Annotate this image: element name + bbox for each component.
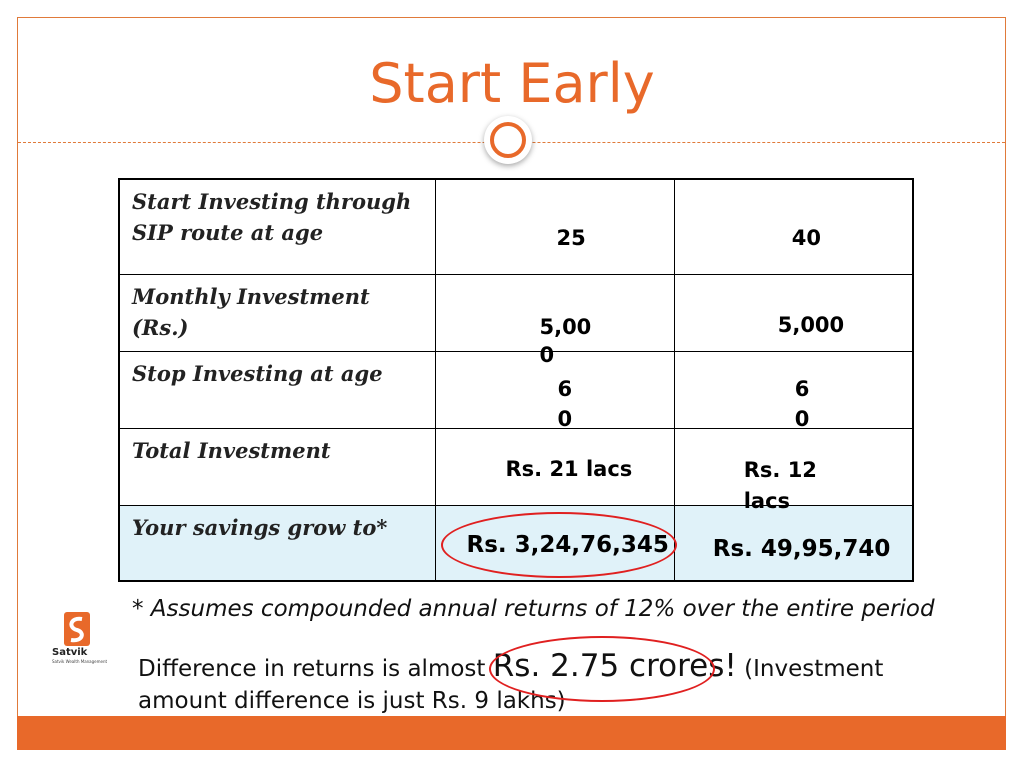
row-value: Rs. 12 lacs: [743, 458, 817, 513]
row-value: Rs. 21 lacs: [505, 457, 633, 481]
logo-tagline: Satvik Wealth Management: [52, 659, 108, 664]
table-row: Stop Investing at age 60 60: [118, 351, 914, 431]
row-label: Total Investment: [132, 438, 331, 463]
circle-ornament-icon: [484, 116, 532, 164]
highlight-ellipse: [489, 636, 715, 702]
row-value: 5,000: [777, 313, 845, 337]
row-label: Start Investing through SIP route at age: [132, 189, 412, 245]
row-value: 25: [556, 226, 586, 250]
slide-title: Start Early: [369, 52, 655, 115]
row-label: Your savings grow to*: [132, 515, 388, 540]
row-label: Monthly Investment (Rs.): [132, 284, 370, 340]
table-row: Monthly Investment (Rs.) 5,000 5,000: [118, 274, 914, 367]
highlight-ellipse: [441, 512, 677, 578]
row-label: Stop Investing at age: [132, 361, 383, 386]
row-value: 60: [794, 377, 810, 431]
table-row: Total Investment Rs. 21 lacs Rs. 12 lacs: [118, 428, 914, 513]
table-row: Start Investing through SIP route at age…: [118, 178, 914, 275]
company-logo: Satvik Satvik Wealth Management: [52, 612, 107, 666]
row-value: 40: [791, 226, 821, 250]
row-value: 60: [557, 377, 573, 431]
footer-bar: [17, 716, 1006, 750]
footnote: * Assumes compounded annual returns of 1…: [132, 596, 935, 622]
satvik-logo-icon: [64, 612, 90, 646]
difference-prefix: Difference in returns is almost: [138, 656, 493, 682]
row-value: Rs. 49,95,740: [712, 536, 891, 562]
row-value: 5,000: [539, 315, 592, 367]
difference-suffix: (Investment amount difference is just Rs…: [138, 656, 884, 714]
logo-name: Satvik: [52, 647, 88, 658]
